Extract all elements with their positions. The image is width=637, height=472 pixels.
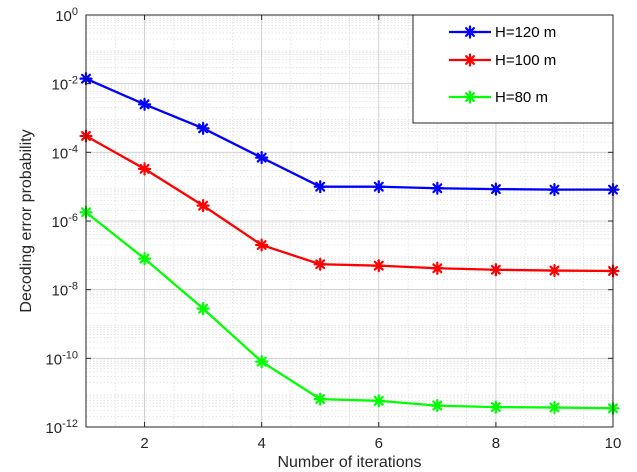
- y-tick-label: 100: [55, 6, 78, 25]
- data-point-marker: [547, 400, 562, 415]
- y-axis-label: Decoding error probability: [18, 129, 35, 312]
- data-point-marker: [489, 182, 503, 196]
- data-point-marker: [463, 53, 477, 67]
- data-point-marker: [430, 261, 444, 275]
- series-line: [85, 134, 614, 273]
- x-tick-label: 4: [257, 435, 265, 452]
- x-tick-labels: 2 4 6 8 10: [140, 435, 621, 452]
- data-point-marker: [255, 355, 269, 369]
- y-tick-label: 10-4: [52, 143, 78, 162]
- data-point-marker: [372, 259, 386, 273]
- legend-item: H=120 m: [449, 24, 556, 41]
- y-tick-label: 10-2: [52, 75, 78, 94]
- data-point-marker: [196, 302, 210, 316]
- data-point-marker: [196, 121, 210, 135]
- data-point-marker: [255, 151, 269, 165]
- y-tick-labels: 100 10-2 10-4 10-6 10-8 10-10 10-12: [45, 6, 78, 437]
- data-point-marker: [196, 199, 210, 213]
- legend-label: H=120 m: [495, 24, 556, 41]
- data-point-marker: [137, 162, 152, 176]
- x-axis-label: Number of iterations: [277, 454, 421, 471]
- legend-item: H=80 m: [449, 89, 548, 106]
- y-tick-label: 10-8: [52, 281, 78, 300]
- legend-items: H=120 m H=100 m H=80 m: [449, 24, 556, 106]
- y-tick-label: 10-6: [52, 212, 78, 231]
- series-h-80-m: [79, 205, 620, 415]
- series-h-100-m: [79, 129, 620, 278]
- series-layer: [79, 72, 620, 415]
- legend-item: H=100 m: [449, 52, 556, 69]
- x-tick-label: 8: [492, 435, 500, 452]
- grid: [85, 14, 614, 428]
- data-point-marker: [547, 263, 562, 278]
- legend-label: H=80 m: [495, 89, 548, 106]
- data-point-marker: [489, 400, 503, 414]
- data-point-marker: [430, 181, 444, 195]
- x-tick-label: 2: [140, 435, 148, 452]
- data-point-marker: [547, 183, 562, 197]
- data-point-marker: [372, 394, 386, 408]
- x-tick-label: 10: [605, 435, 622, 452]
- series-line: [85, 211, 614, 410]
- data-point-marker: [372, 180, 386, 194]
- series-line: [85, 77, 613, 191]
- y-tick-label: 10-10: [45, 349, 78, 368]
- x-tick-label: 6: [375, 435, 383, 452]
- legend-box: [412, 14, 614, 124]
- data-point-marker: [255, 238, 269, 252]
- data-point-marker: [463, 90, 477, 104]
- data-point-marker: [463, 25, 477, 39]
- legend[interactable]: H=120 m H=100 m H=80 m: [412, 14, 614, 124]
- data-point-marker: [137, 252, 152, 266]
- data-point-marker: [137, 97, 152, 111]
- y-tick-label: 10-12: [45, 418, 78, 437]
- data-point-marker: [313, 392, 327, 406]
- data-point-marker: [313, 180, 327, 194]
- legend-label: H=100 m: [495, 52, 556, 69]
- data-point-marker: [313, 257, 327, 271]
- data-point-marker: [430, 399, 444, 413]
- data-point-marker: [489, 263, 503, 277]
- series-h-120-m: [79, 72, 620, 197]
